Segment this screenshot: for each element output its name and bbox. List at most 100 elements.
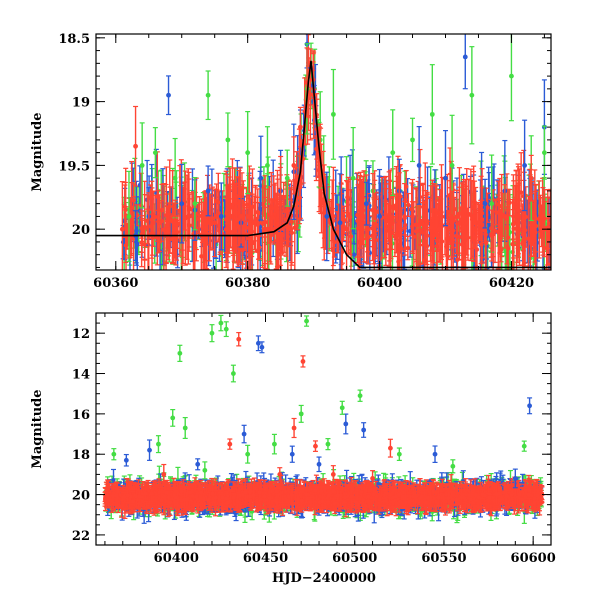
y-tick-label: 20 bbox=[72, 489, 90, 504]
series-green-outlier bbox=[396, 447, 402, 461]
data-point-red bbox=[122, 184, 128, 229]
data-point-red bbox=[471, 165, 477, 249]
y-tick-label: 12 bbox=[72, 327, 90, 342]
series-green-outlier bbox=[170, 408, 176, 427]
data-point-red bbox=[544, 226, 550, 270]
data-point-red bbox=[497, 227, 503, 270]
series-blue-outlier bbox=[343, 413, 349, 435]
series-green-outlier bbox=[182, 416, 188, 439]
series-red-point bbox=[357, 174, 363, 270]
series-green-outlier bbox=[304, 315, 310, 327]
series-green-outlier bbox=[230, 364, 236, 383]
series-blue-outlier bbox=[241, 424, 247, 444]
series-green-point bbox=[541, 125, 547, 180]
data-point-red bbox=[417, 177, 423, 265]
data-point-red bbox=[402, 200, 408, 256]
data-point-red bbox=[321, 173, 327, 239]
x-tick-label: 60380 bbox=[225, 276, 270, 291]
series-blue-point bbox=[363, 181, 369, 226]
y-tick-label: 16 bbox=[72, 408, 90, 423]
x-tick-label: 60360 bbox=[93, 276, 138, 291]
series-blue-outlier bbox=[316, 456, 322, 473]
data-point-red bbox=[403, 169, 409, 204]
data-point-red bbox=[215, 172, 221, 232]
series-red-outlier bbox=[300, 355, 306, 368]
data-point-red bbox=[453, 217, 459, 255]
series-green-point bbox=[469, 46, 475, 145]
data-point-red bbox=[233, 182, 239, 210]
series-green-outlier bbox=[325, 438, 331, 451]
series-red-point bbox=[238, 189, 244, 244]
data-point-red bbox=[165, 231, 171, 261]
data-point-red bbox=[344, 181, 350, 214]
top-panel: 60360 60380 60400 60420 18.5 19 19.5 20 Magnitu… bbox=[30, 32, 552, 291]
series-green-outlier bbox=[339, 400, 345, 415]
series-red-outlier bbox=[312, 440, 318, 452]
series-red-point bbox=[383, 183, 389, 250]
data-point-red bbox=[142, 180, 148, 270]
series-green-point bbox=[508, 34, 514, 122]
series-green-outlier bbox=[218, 314, 224, 332]
data-point-red bbox=[393, 193, 399, 218]
x-tick-label: 60400 bbox=[357, 276, 402, 291]
data-point-red bbox=[361, 170, 367, 263]
series-green-outlier bbox=[202, 461, 208, 480]
series-red-point bbox=[410, 178, 416, 254]
series-blue-point bbox=[522, 119, 528, 212]
series-green-point bbox=[390, 109, 396, 197]
series-blue-point bbox=[258, 135, 264, 221]
series-red-point bbox=[344, 180, 350, 270]
series-blue-point bbox=[179, 163, 185, 244]
series-green-outlier bbox=[177, 344, 183, 362]
series-green-point bbox=[429, 64, 435, 165]
series-blue-outlier bbox=[361, 422, 367, 438]
series-red-outlier bbox=[387, 438, 393, 458]
data-point-blue bbox=[351, 216, 357, 270]
series-red-point bbox=[185, 168, 191, 265]
bottom-y-axis-label: Magnitude bbox=[30, 389, 45, 468]
data-point-red bbox=[456, 186, 462, 261]
series-green-outlier bbox=[357, 389, 363, 402]
data-point-red bbox=[532, 169, 538, 263]
series-red-point bbox=[462, 188, 468, 232]
data-point-red bbox=[274, 198, 280, 270]
data-point-red bbox=[468, 168, 474, 262]
y-tick-label: 19 bbox=[72, 96, 90, 111]
series-blue-point bbox=[442, 130, 448, 227]
series-green-point bbox=[139, 122, 145, 209]
data-point-red bbox=[512, 184, 518, 223]
series-red-point bbox=[297, 106, 303, 148]
x-tick-label: 60600 bbox=[511, 551, 556, 566]
series-blue-point bbox=[337, 173, 343, 270]
series-red-outlier bbox=[291, 417, 297, 439]
series-blue-point bbox=[218, 182, 224, 251]
data-point-red bbox=[255, 188, 261, 237]
y-tick-label: 20 bbox=[72, 223, 90, 238]
series-blue-outlier bbox=[289, 445, 295, 463]
series-green-point bbox=[225, 112, 231, 168]
data-point-red bbox=[149, 180, 155, 259]
series-blue-point bbox=[482, 178, 488, 229]
series-red-point bbox=[423, 190, 429, 231]
series-blue-outlier bbox=[195, 458, 201, 471]
series-blue-point bbox=[166, 75, 172, 116]
top-plot-area bbox=[96, 34, 551, 270]
data-point-red bbox=[339, 208, 345, 264]
bottom-ticks: 60400 60450 60500 60550 60600 12 14 16 18 20 22 bbox=[72, 312, 556, 566]
series-blue-point bbox=[324, 171, 330, 262]
data-point-red bbox=[428, 185, 434, 270]
y-tick-label: 18.5 bbox=[58, 32, 90, 47]
x-tick-label: 60420 bbox=[489, 276, 534, 291]
series-red-point bbox=[528, 154, 534, 202]
series-blue-point bbox=[205, 165, 211, 217]
series-green-outlier bbox=[271, 433, 277, 455]
series-green-point bbox=[192, 176, 198, 231]
x-tick-label: 60550 bbox=[421, 551, 466, 566]
data-point-red bbox=[256, 235, 262, 260]
y-tick-label: 14 bbox=[72, 368, 90, 383]
data-point-red bbox=[139, 218, 145, 268]
series-green-point bbox=[284, 149, 290, 207]
series-green-outlier bbox=[209, 324, 215, 343]
series-green-point bbox=[152, 127, 158, 179]
